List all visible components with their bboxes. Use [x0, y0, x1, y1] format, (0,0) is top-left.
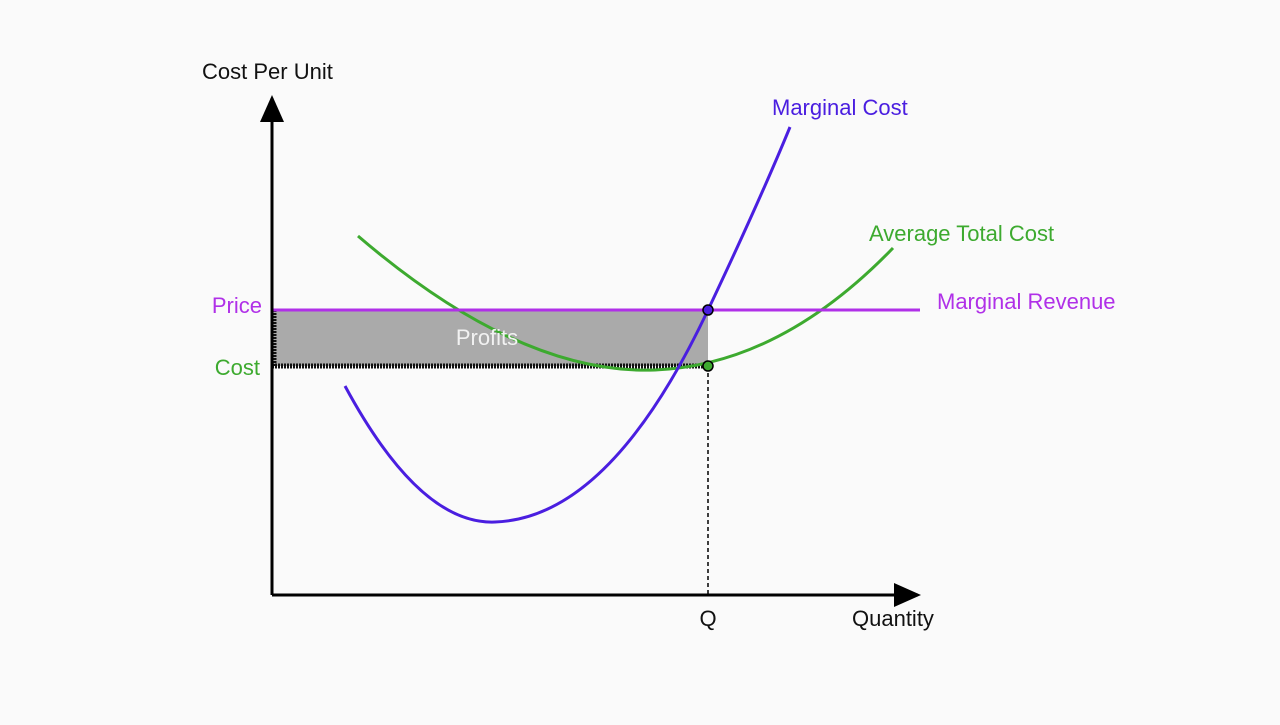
marginal-cost-label: Marginal Cost	[772, 95, 908, 120]
price-point	[702, 304, 714, 316]
profits-area	[272, 310, 708, 366]
profits-label: Profits	[456, 325, 518, 350]
y-axis-label: Cost Per Unit	[202, 59, 333, 84]
q-label: Q	[699, 606, 716, 631]
cost-point	[702, 360, 714, 372]
average-total-cost-label: Average Total Cost	[869, 221, 1054, 246]
marginal-cost-curve	[343, 126, 792, 524]
price-label: Price	[212, 293, 262, 318]
marginal-revenue-label: Marginal Revenue	[937, 289, 1116, 314]
x-axis-label: Quantity	[852, 606, 934, 631]
cost-label: Cost	[215, 355, 260, 380]
average-total-cost-curve	[357, 234, 895, 372]
